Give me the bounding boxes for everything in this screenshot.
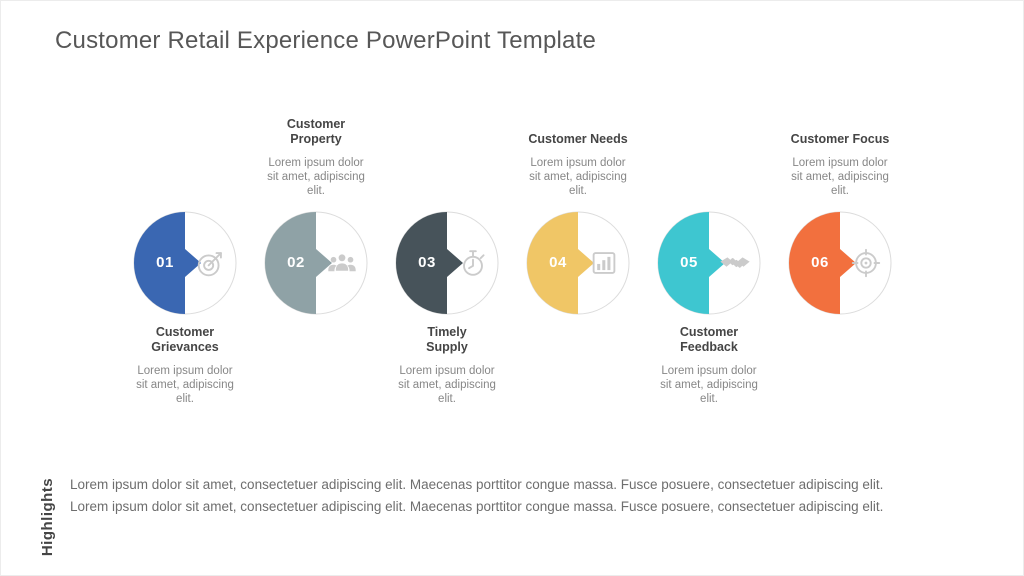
- highlights-text: Lorem ipsum dolor sit amet, consectetuer…: [70, 477, 1000, 521]
- item-description: Lorem ipsum dolor sit amet, adipiscing e…: [529, 157, 627, 197]
- page-title: Customer Retail Experience PowerPoint Te…: [55, 27, 597, 54]
- step-label: Customer Needs Lorem ipsum dolor sit ame…: [503, 105, 653, 198]
- item-description: Lorem ipsum dolor sit amet, adipiscing e…: [660, 365, 758, 405]
- process-step-2: Customer Property Lorem ipsum dolor sit …: [241, 105, 391, 435]
- step-label: Timely Supply Lorem ipsum dolor sit amet…: [372, 325, 522, 420]
- half-circle-shape: [395, 211, 499, 315]
- step-medallion: 01: [133, 211, 237, 315]
- step-number: 01: [156, 254, 174, 271]
- step-medallion: 06: [788, 211, 892, 315]
- step-number: 05: [680, 254, 698, 271]
- step-label: Customer Focus Lorem ipsum dolor sit ame…: [765, 105, 915, 198]
- process-step-4: Customer Needs Lorem ipsum dolor sit ame…: [503, 105, 653, 435]
- step-medallion: 03: [395, 211, 499, 315]
- process-step-5: 05 Customer Feedback Lorem ipsum dolor s…: [634, 105, 784, 435]
- half-circle-shape: [526, 211, 630, 315]
- handshake-icon: [718, 246, 752, 280]
- step-number: 03: [418, 254, 436, 271]
- step-medallion: 04: [526, 211, 630, 315]
- item-description: Lorem ipsum dolor sit amet, adipiscing e…: [136, 365, 234, 405]
- step-number: 02: [287, 254, 305, 271]
- crosshair-icon: [849, 246, 883, 280]
- item-description: Lorem ipsum dolor sit amet, adipiscing e…: [267, 157, 365, 197]
- process-step-3: 03 Timely Supply Lorem ipsum dolor sit a…: [372, 105, 522, 435]
- dartboard-arrow-icon: [194, 246, 228, 280]
- step-label: Customer Grievances Lorem ipsum dolor si…: [110, 325, 260, 420]
- item-title: Customer Property: [286, 117, 346, 146]
- step-label: Customer Property Lorem ipsum dolor sit …: [241, 105, 391, 198]
- item-title: Customer Grievances: [151, 325, 219, 354]
- half-circle-shape: [264, 211, 368, 315]
- item-title: Customer Focus: [790, 132, 890, 146]
- bar-chart-icon: [587, 246, 621, 280]
- item-title: Timely Supply: [426, 325, 468, 354]
- half-circle-shape: [657, 211, 761, 315]
- step-number: 06: [811, 254, 829, 271]
- step-medallion: 02: [264, 211, 368, 315]
- stopwatch-icon: [456, 246, 490, 280]
- half-circle-shape: [788, 211, 892, 315]
- highlights-line: Lorem ipsum dolor sit amet, consectetuer…: [70, 477, 884, 492]
- highlights-line: Lorem ipsum dolor sit amet, consectetuer…: [70, 499, 884, 514]
- process-step-1: 01 Customer Grievances Lorem ipsum dolor…: [110, 105, 260, 435]
- half-circle-shape: [133, 211, 237, 315]
- item-description: Lorem ipsum dolor sit amet, adipiscing e…: [791, 157, 889, 197]
- step-medallion: 05: [657, 211, 761, 315]
- process-step-6: Customer Focus Lorem ipsum dolor sit ame…: [765, 105, 915, 435]
- step-label: Customer Feedback Lorem ipsum dolor sit …: [634, 325, 784, 420]
- item-title: Customer Needs: [528, 132, 628, 146]
- highlights-label: Highlights: [39, 477, 56, 557]
- step-number: 04: [549, 254, 567, 271]
- item-description: Lorem ipsum dolor sit amet, adipiscing e…: [398, 365, 496, 405]
- audience-icon: [325, 246, 359, 280]
- item-title: Customer Feedback: [679, 325, 739, 354]
